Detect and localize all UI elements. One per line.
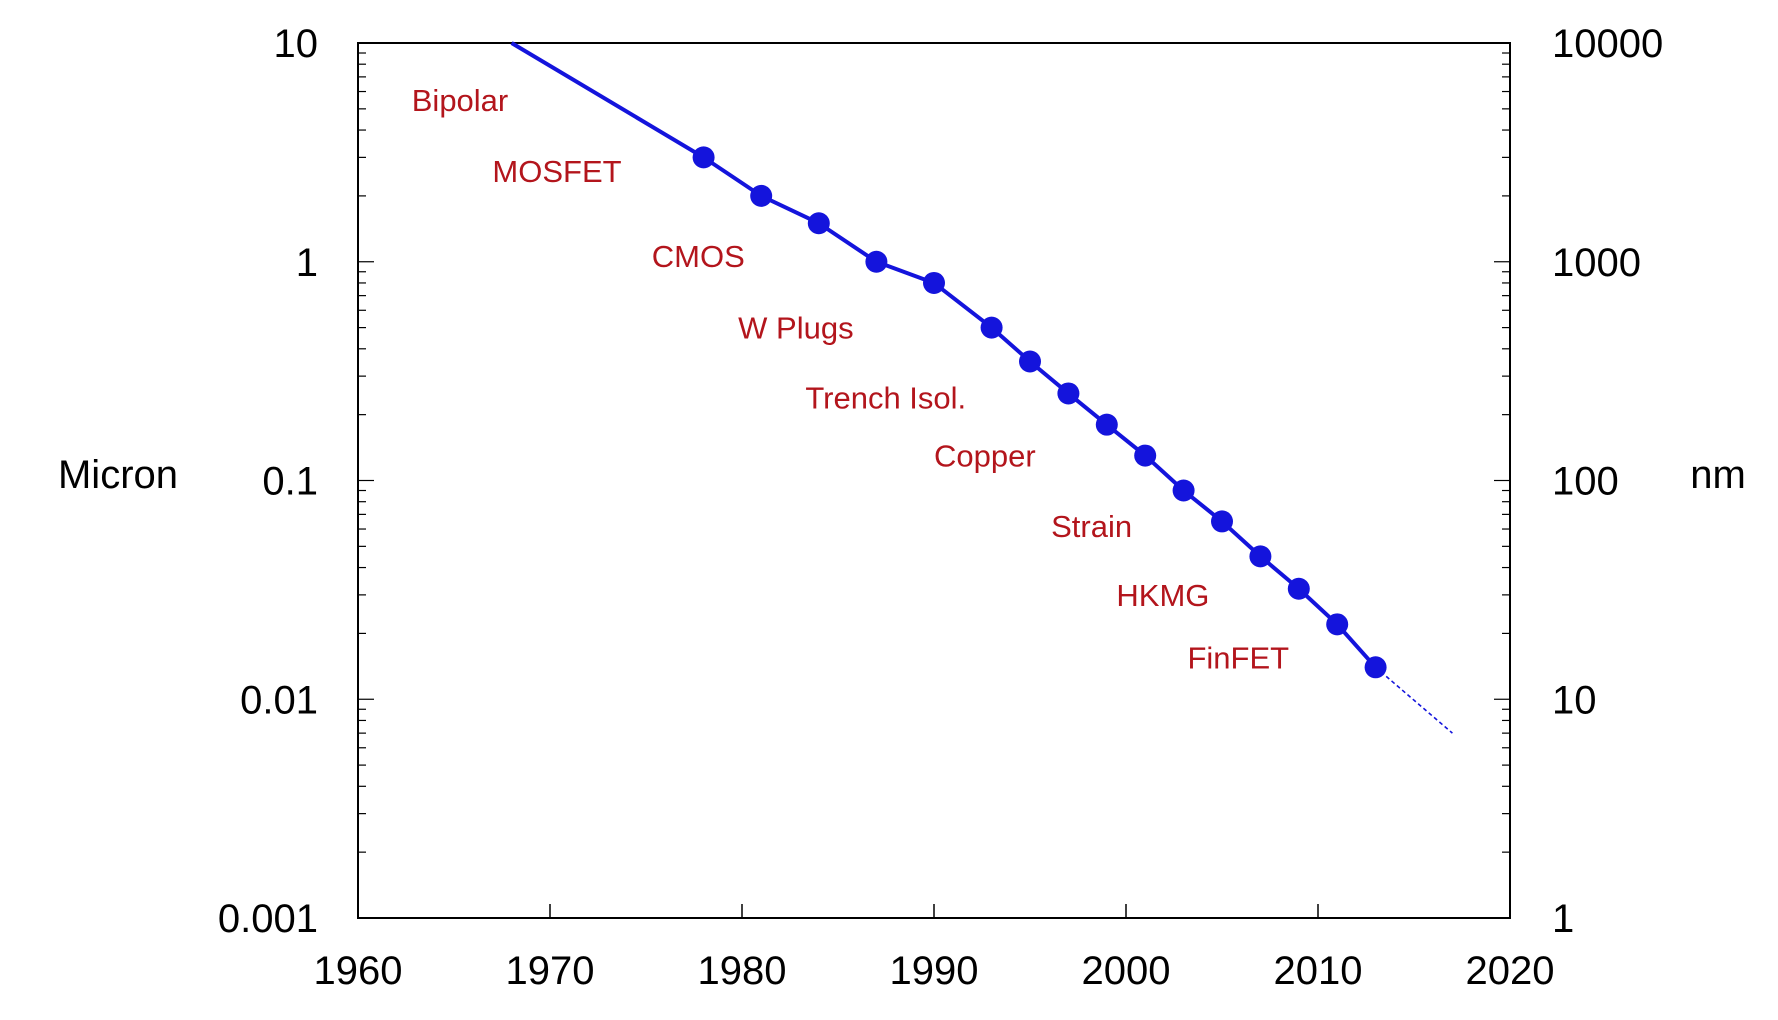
data-point [1211, 510, 1233, 533]
data-point [1095, 413, 1118, 436]
y-tick-label: 0.1 [262, 460, 318, 504]
y2-tick-label: 10 [1552, 678, 1597, 722]
y-tick-label: 10 [274, 22, 319, 66]
y-tick-label: 1 [296, 241, 318, 285]
y-tick-label: 0.001 [218, 897, 318, 941]
y2-tick-label: 1000 [1552, 241, 1641, 285]
data-point [1057, 382, 1080, 405]
annotation-label: Copper [934, 439, 1036, 474]
data-point [1326, 613, 1349, 636]
data-series [510, 41, 1453, 734]
y-tick-label: 0.01 [240, 678, 318, 722]
y2-tick-label: 10000 [1552, 22, 1663, 66]
data-point [807, 212, 830, 235]
y2-axis-title: nm [1690, 453, 1746, 497]
data-point [865, 250, 888, 273]
data-point [1287, 577, 1310, 600]
x-tick-label: 1960 [314, 949, 403, 993]
annotation-label: Bipolar [412, 83, 509, 118]
x-tick-label: 2020 [1466, 949, 1555, 993]
data-point [1364, 656, 1387, 679]
axis-ticks [357, 52, 1511, 919]
x-tick-label: 1970 [506, 949, 595, 993]
x-tick-label: 1980 [698, 949, 787, 993]
annotation-label: FinFET [1187, 641, 1289, 676]
annotation-label: MOSFET [492, 154, 621, 189]
technology-annotations: Bipolar MOSFET CMOS W Plugs Trench Isol. Copp… [412, 83, 1289, 676]
data-point [1019, 350, 1041, 373]
data-point [1172, 479, 1195, 502]
y2-tick-label: 1 [1552, 897, 1574, 941]
x-tick-label: 1990 [890, 949, 979, 993]
data-point [980, 316, 1003, 339]
data-point [1249, 545, 1272, 568]
data-point [1134, 444, 1157, 467]
annotation-label: Strain [1051, 509, 1132, 544]
y-axis-title: Micron [58, 453, 178, 497]
trend-line [510, 41, 1378, 669]
x-tick-label: 2000 [1082, 949, 1171, 993]
annotation-label: HKMG [1116, 578, 1209, 613]
projection-line [1375, 666, 1453, 734]
annotation-label: Trench Isol. [805, 380, 966, 415]
axis-tick-labels: 1960 1970 1980 1990 2000 2010 2020 10 1 0.1 0.01 0.… [218, 22, 1663, 993]
y2-tick-label: 100 [1552, 460, 1619, 504]
data-point [750, 184, 773, 207]
annotation-label: W Plugs [738, 311, 853, 346]
data-point [923, 271, 945, 294]
annotation-label: CMOS [652, 239, 745, 274]
data-point [692, 146, 715, 169]
x-tick-label: 2010 [1274, 949, 1363, 993]
